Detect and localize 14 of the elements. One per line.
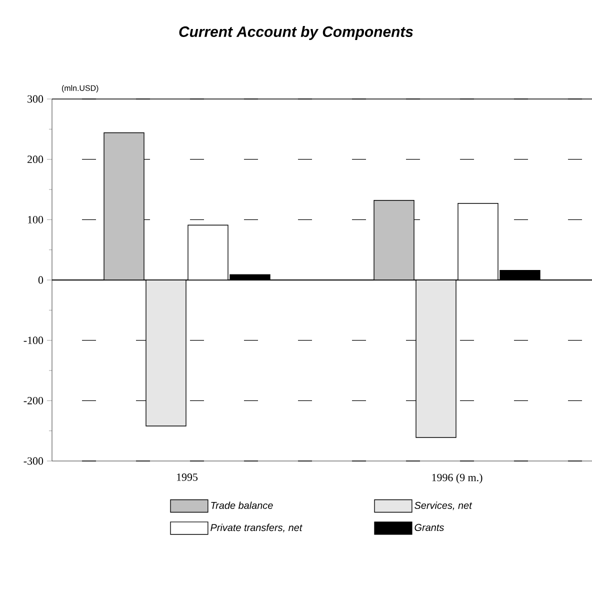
y-tick-label: 200 bbox=[28, 156, 44, 164]
y-tick-label: 0 bbox=[38, 276, 44, 284]
y-tick-label: -300 bbox=[24, 457, 44, 465]
x-tick-label: 1995 bbox=[177, 474, 198, 481]
y-tick-label: -200 bbox=[24, 396, 44, 404]
y-tick-label: 300 bbox=[28, 95, 44, 103]
chart-title: Current Account by Components bbox=[179, 26, 413, 40]
legend-label: Trade balance bbox=[211, 502, 273, 509]
y-tick-label: 100 bbox=[28, 216, 44, 224]
legend-label: Grants bbox=[414, 524, 444, 531]
legend-label: Services, net bbox=[414, 502, 472, 510]
x-tick-label: 1996 (9 m.) bbox=[432, 474, 482, 484]
y-tick-label: -100 bbox=[24, 336, 44, 344]
legend-label: Private transfers, net bbox=[210, 524, 302, 532]
